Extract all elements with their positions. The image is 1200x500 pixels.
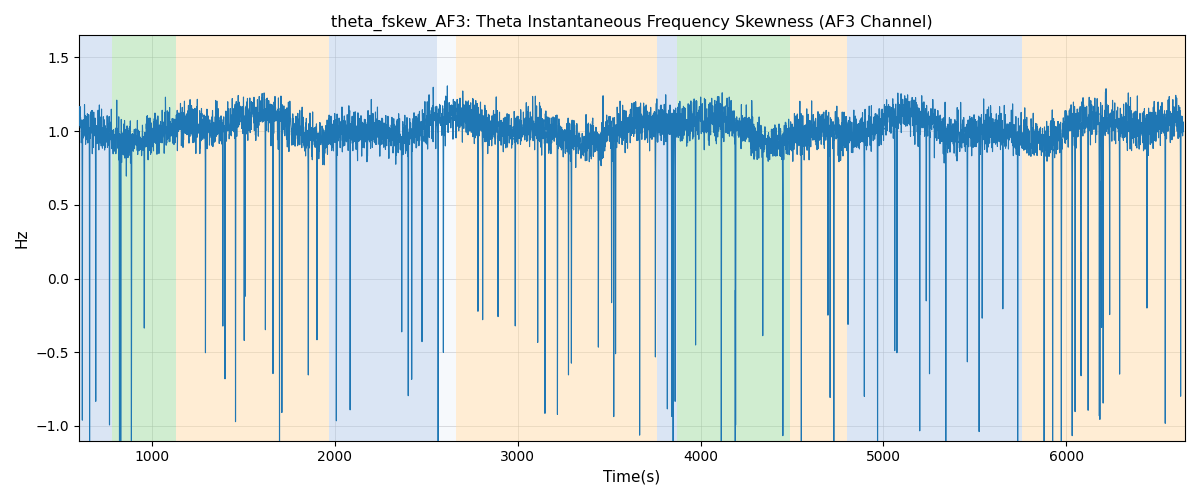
Bar	[437, 36, 456, 440]
Bar	[677, 36, 790, 440]
Bar	[847, 36, 1022, 440]
X-axis label: Time(s): Time(s)	[604, 470, 660, 485]
Bar	[79, 36, 112, 440]
Y-axis label: Hz: Hz	[14, 228, 30, 248]
Bar	[790, 36, 847, 440]
Title: theta_fskew_AF3: Theta Instantaneous Frequency Skewness (AF3 Channel): theta_fskew_AF3: Theta Instantaneous Fre…	[331, 15, 932, 31]
Bar	[112, 36, 176, 440]
Bar	[1022, 36, 1186, 440]
Bar	[456, 36, 656, 440]
Bar	[176, 36, 329, 440]
Bar	[656, 36, 677, 440]
Bar	[329, 36, 437, 440]
